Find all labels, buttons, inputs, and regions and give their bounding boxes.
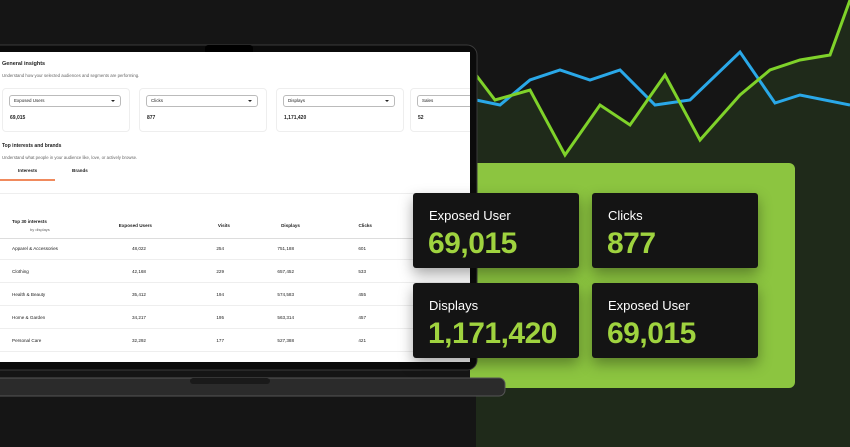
row-divider [0, 259, 470, 260]
table-cell: 34,217 [131, 315, 146, 320]
metric-value: 69,015 [10, 115, 26, 121]
table-cell: 32,292 [131, 338, 146, 343]
stat-value: 69,015 [607, 317, 696, 350]
table-cell: 177 [216, 338, 224, 343]
stat-value: 1,171,420 [428, 317, 557, 350]
row-label: Home & Garden [12, 315, 46, 320]
table-title: Top 30 interests [12, 219, 47, 224]
stat-label: Clicks [608, 208, 643, 223]
column-header: Exposed Users [118, 223, 152, 228]
tab[interactable]: Brands [72, 168, 88, 173]
column-header: Displays [281, 223, 300, 228]
stat-card: Exposed User 69,015 [413, 193, 579, 268]
table-cell: 229 [216, 269, 224, 274]
table-cell: 254 [216, 246, 224, 251]
base-notch [190, 378, 270, 384]
row-divider [0, 328, 470, 329]
row-label: Apparel & Accessories [12, 246, 58, 251]
stat-label: Exposed User [429, 208, 511, 223]
stat-card: Exposed User 69,015 [592, 283, 758, 358]
row-label: Health & Beauty [12, 292, 46, 297]
metric-value: 52 [418, 115, 424, 121]
tab-underline [0, 179, 55, 181]
table-cell: 751,188 [277, 246, 294, 251]
table-cell: 42,168 [131, 269, 146, 274]
stat-value: 877 [607, 227, 656, 260]
table-cell: 563,314 [277, 315, 294, 320]
stat-label: Displays [429, 298, 479, 313]
blue-line [475, 49, 850, 107]
header-divider [0, 238, 470, 239]
tab[interactable]: Interests [18, 168, 38, 173]
stat-label: Exposed User [608, 298, 690, 313]
stat-card: Clicks 877 [592, 193, 758, 268]
row-label: Personal Care [12, 338, 42, 343]
row-divider [0, 305, 470, 306]
column-header: Clicks [358, 223, 372, 228]
dropdown[interactable]: Clicks [146, 95, 258, 107]
section-title: Top interests and brands [2, 143, 62, 149]
green-line [474, 0, 850, 158]
row-divider [0, 282, 470, 283]
metric-value: 877 [147, 115, 156, 121]
metric-value: 1,171,420 [284, 115, 307, 121]
section-subtitle: Understand what people in your audience … [2, 155, 138, 160]
table-cell: 657,452 [277, 269, 294, 274]
metric-card: Sales 52 [410, 88, 470, 132]
metric-card: Clicks 877 [139, 88, 267, 132]
row-label: Clothing [12, 269, 29, 274]
row-divider [0, 351, 470, 352]
table-cell: 601 [358, 246, 366, 251]
table-cell: 35,412 [131, 292, 146, 297]
table-cell: 195 [216, 315, 224, 320]
dropdown[interactable]: Sales [417, 95, 470, 107]
table-card: Top 30 interests by displays Exposed Use… [0, 193, 470, 362]
stat-value: 69,015 [428, 227, 517, 260]
stat-card: Displays 1,171,420 [413, 283, 579, 358]
table-cell: 48,022 [131, 246, 146, 251]
metric-card: Exposed Users 69,015 [2, 88, 130, 132]
metric-card: Displays 1,171,420 [276, 88, 404, 132]
section-title: General insights [2, 61, 46, 67]
table-cell: 421 [358, 338, 366, 343]
table-cell: 533 [358, 269, 366, 274]
column-header: Visits [217, 223, 230, 228]
table-cell: 574,583 [277, 292, 294, 297]
section-subtitle: Understand how your selected audiences a… [2, 73, 140, 78]
dropdown[interactable]: Displays [283, 95, 395, 107]
table-caption: by displays [30, 227, 50, 232]
table-cell: 455 [358, 292, 366, 297]
dropdown[interactable]: Exposed Users [9, 95, 121, 107]
table-cell: 457 [358, 315, 366, 320]
table-cell: 527,388 [277, 338, 294, 343]
screen: General insights Understand how your sel… [0, 52, 470, 362]
table-cell: 194 [216, 292, 224, 297]
